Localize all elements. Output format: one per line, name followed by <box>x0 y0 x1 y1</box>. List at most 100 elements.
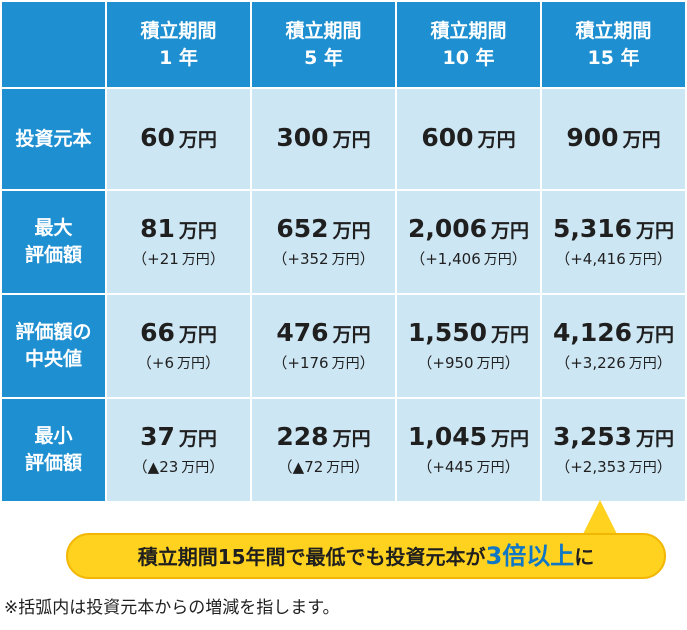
row-header-line1: 投資元本 <box>15 127 92 150</box>
table-cell: 37 万円 （▲23 万円） <box>107 399 250 501</box>
row-header-line1: 最小 <box>34 425 73 447</box>
table-row-median: 評価額の 中央値 66 万円 （+6 万円） 476 万円 （+176 万円） 1,55… <box>2 295 685 397</box>
table-cell: 600 万円 <box>397 89 540 189</box>
cell-change: （+4,416 <box>555 249 626 268</box>
cell-change: （+3,226 <box>555 353 626 372</box>
corner-cell <box>2 2 105 87</box>
cell-unit: 万円 <box>332 219 371 242</box>
cell-unit: 万円 <box>178 427 217 450</box>
table-cell: 81 万円 （+21 万円） <box>107 191 250 293</box>
cell-change-unit: 万円 <box>181 251 210 268</box>
column-header-line2: 10 年 <box>442 46 495 69</box>
table-row-min: 最小 評価額 37 万円 （▲23 万円） 228 万円 （▲72 万円） 1,045 万… <box>2 399 685 501</box>
cell-value: 81 <box>140 213 175 243</box>
table-cell: 476 万円 （+176 万円） <box>252 295 395 397</box>
cell-unit: 万円 <box>491 427 530 450</box>
row-header-min: 最小 評価額 <box>2 399 105 501</box>
cell-unit: 万円 <box>178 323 217 346</box>
cell-value: 66 <box>140 317 175 347</box>
row-header-line2: 中央値 <box>24 348 82 370</box>
table-cell: 2,006 万円 （+1,406 万円） <box>397 191 540 293</box>
table-cell: 1,045 万円 （+445 万円） <box>397 399 540 501</box>
column-header-1y: 積立期間 1 年 <box>107 2 250 87</box>
table-cell: 900 万円 <box>542 89 685 189</box>
column-header-line2: 5 年 <box>304 46 343 69</box>
cell-value: 300 <box>276 123 329 152</box>
cell-unit: 万円 <box>477 129 516 151</box>
cell-unit: 万円 <box>491 219 530 242</box>
row-header-line2: 評価額 <box>24 244 82 266</box>
cell-unit: 万円 <box>332 323 371 346</box>
cell-change-unit: 万円 <box>476 355 505 372</box>
cell-value: 3,253 <box>552 421 633 451</box>
table-cell: 228 万円 （▲72 万円） <box>252 399 395 501</box>
cell-value: 2,006 <box>407 213 488 243</box>
table-row-max: 最大 評価額 81 万円 （+21 万円） 652 万円 （+352 万円） 2,006… <box>2 191 685 293</box>
callout-text-end: に <box>574 545 595 569</box>
table-row-principal: 投資元本 60 万円 300 万円 600 万円 900 万円 <box>2 89 685 189</box>
cell-change-unit: 万円 <box>628 251 657 268</box>
cell-change: （▲23 <box>132 457 179 476</box>
cell-unit: 万円 <box>491 323 530 346</box>
callout-pointer <box>582 500 618 536</box>
column-header-line2: 15 年 <box>587 46 640 69</box>
callout-emphasis: 3倍以上 <box>485 542 575 570</box>
row-header-line1: 最大 <box>34 217 73 239</box>
cell-value: 1,045 <box>407 421 488 451</box>
cell-value: 228 <box>276 421 329 451</box>
column-header-line1: 積立期間 <box>140 19 217 42</box>
table-cell: 5,316 万円 （+4,416 万円） <box>542 191 685 293</box>
footnote: ※括弧内は投資元本からの増減を指します。 <box>4 598 340 618</box>
cell-value: 1,550 <box>407 317 488 347</box>
header-row: 積立期間 1 年 積立期間 5 年 積立期間 10 年 積立期間 15 年 <box>2 2 685 87</box>
cell-change: （▲72 <box>277 457 324 476</box>
row-header-median: 評価額の 中央値 <box>2 295 105 397</box>
cell-change: （+950 <box>417 353 474 372</box>
column-header-line2: 1 年 <box>159 46 198 69</box>
highlight-callout: 積立期間15年間で最低でも投資元本が3倍以上に <box>66 533 666 579</box>
cell-value: 600 <box>421 123 474 152</box>
cell-value: 37 <box>140 421 175 451</box>
cell-change: （+2,353 <box>555 457 626 476</box>
cell-change-unit: 万円 <box>628 459 657 476</box>
cell-change-unit: 万円 <box>331 251 360 268</box>
table-cell: 1,550 万円 （+950 万円） <box>397 295 540 397</box>
cell-unit: 万円 <box>178 219 217 242</box>
column-header-line1: 積立期間 <box>285 19 362 42</box>
cell-unit: 万円 <box>332 129 371 151</box>
row-header-line2: 評価額 <box>24 452 82 474</box>
cell-change-unit: 万円 <box>476 459 505 476</box>
cell-change-unit: 万円 <box>331 355 360 372</box>
cell-value: 4,126 <box>552 317 633 347</box>
cell-value: 652 <box>276 213 329 243</box>
cell-unit: 万円 <box>332 427 371 450</box>
table-cell: 652 万円 （+352 万円） <box>252 191 395 293</box>
row-header-max: 最大 評価額 <box>2 191 105 293</box>
cell-unit: 万円 <box>178 129 217 151</box>
column-header-line1: 積立期間 <box>575 19 652 42</box>
table-cell: 4,126 万円 （+3,226 万円） <box>542 295 685 397</box>
table-cell: 300 万円 <box>252 89 395 189</box>
row-header-line1: 評価額の <box>15 321 92 343</box>
column-header-10y: 積立期間 10 年 <box>397 2 540 87</box>
cell-change: （+176 <box>272 353 329 372</box>
cell-unit: 万円 <box>636 323 675 346</box>
cell-unit: 万円 <box>636 427 675 450</box>
column-header-15y: 積立期間 15 年 <box>542 2 685 87</box>
cell-change-unit: 万円 <box>483 251 512 268</box>
cell-change: （+445 <box>417 457 474 476</box>
cell-value: 900 <box>566 123 619 152</box>
cell-value: 476 <box>276 317 329 347</box>
table-cell: 60 万円 <box>107 89 250 189</box>
cell-value: 5,316 <box>552 213 633 243</box>
cell-change: （+1,406 <box>410 249 481 268</box>
cell-change-unit: 万円 <box>177 355 206 372</box>
cell-unit: 万円 <box>622 129 661 151</box>
cell-change: （+21 <box>132 249 179 268</box>
cell-change: （+6 <box>136 353 175 372</box>
column-header-5y: 積立期間 5 年 <box>252 2 395 87</box>
cell-change-unit: 万円 <box>326 459 355 476</box>
cell-change: （+352 <box>272 249 329 268</box>
column-header-line1: 積立期間 <box>430 19 507 42</box>
investment-results-table: 積立期間 1 年 積立期間 5 年 積立期間 10 年 積立期間 15 年 投資… <box>0 0 687 503</box>
